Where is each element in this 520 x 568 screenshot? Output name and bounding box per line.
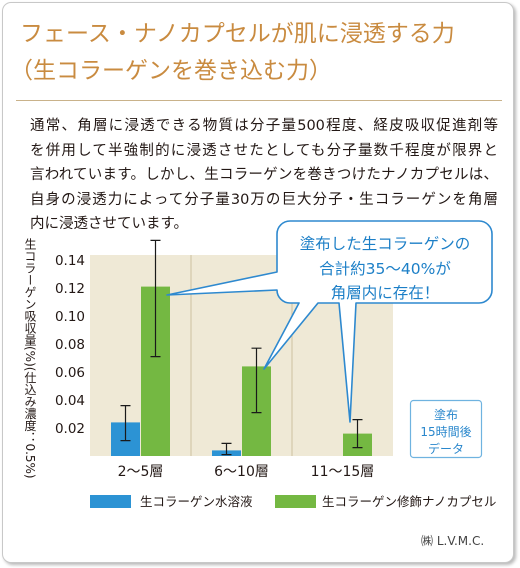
legend-swatch-nanocapsule bbox=[275, 495, 316, 508]
y-axis-label: 生コラーゲン吸収量(%)(仕込み濃度：0.5%) bbox=[23, 238, 37, 479]
description-line-5: 内に浸透させています。 bbox=[30, 216, 189, 232]
title-divider bbox=[16, 100, 502, 101]
description-line-4: 自身の浸透力によって分子量30万の巨大分子・生コラーゲンを角層 bbox=[30, 191, 498, 208]
legend-label-aqueous-solution: 生コラーゲン水溶液 bbox=[140, 494, 253, 509]
callout-line-2: 合計約35～40%が bbox=[319, 260, 451, 278]
y-tick-label: 0.14 bbox=[55, 253, 85, 269]
description-line-3: 言われています。しかし、生コラーゲンを巻きつけたナノカプセルは、 bbox=[30, 167, 498, 183]
error-bar-series-2-category-3 bbox=[352, 419, 363, 449]
x-category-label: 11～15層 bbox=[311, 464, 375, 480]
callout-line-3: 角層内に存在！ bbox=[331, 284, 440, 302]
footer-credit: ㈱ L.V.M.C. bbox=[421, 534, 485, 548]
title-line-2: （生コラーゲンを巻き込む力） bbox=[10, 58, 332, 84]
error-bar-series-2-category-1 bbox=[150, 239, 161, 358]
y-tick-label: 0.02 bbox=[55, 421, 85, 437]
description-paragraph: 通常、角層に浸透できる物質は分子量500程度、経皮吸収促進剤等 を併用して半強制… bbox=[30, 114, 498, 237]
description-line-1: 通常、角層に浸透できる物質は分子量500程度、経皮吸収促進剤等 bbox=[30, 118, 498, 134]
x-category-label: 6～10層 bbox=[214, 464, 269, 480]
callout-bubble bbox=[166, 220, 493, 423]
note-line-1: 塗布 bbox=[434, 407, 458, 422]
note-box bbox=[409, 399, 483, 459]
error-bar-series-1-category-1 bbox=[120, 405, 131, 442]
description-line-2: を併用して半強制的に浸透させたとしても分子量数千程度が限界と bbox=[30, 142, 498, 159]
y-tick-label: 0.12 bbox=[55, 281, 85, 297]
y-tick-label: 0.08 bbox=[55, 337, 85, 353]
legend-label-nanocapsule: 生コラーゲン修飾ナノカプセル bbox=[322, 494, 497, 509]
y-tick-label: 0.06 bbox=[55, 365, 85, 381]
legend-swatch-aqueous-solution bbox=[90, 495, 131, 508]
note-line-3: データ bbox=[428, 441, 464, 456]
error-bar-series-2-category-2 bbox=[251, 347, 262, 414]
callout-line-1: 塗布した生コラーゲンの bbox=[300, 234, 471, 253]
title-line-1: フェース・ナノカプセルが肌に浸透する力 bbox=[20, 21, 455, 47]
x-category-label: 2～5層 bbox=[118, 464, 164, 480]
y-tick-label: 0.10 bbox=[55, 309, 85, 325]
page-title: フェース・ナノカプセルが肌に浸透する力 （生コラーゲンを巻き込む力） bbox=[10, 16, 455, 90]
error-bar-series-1-category-2 bbox=[221, 442, 232, 456]
y-tick-label: 0.04 bbox=[55, 393, 85, 409]
note-line-2: 15時間後 bbox=[420, 425, 471, 439]
